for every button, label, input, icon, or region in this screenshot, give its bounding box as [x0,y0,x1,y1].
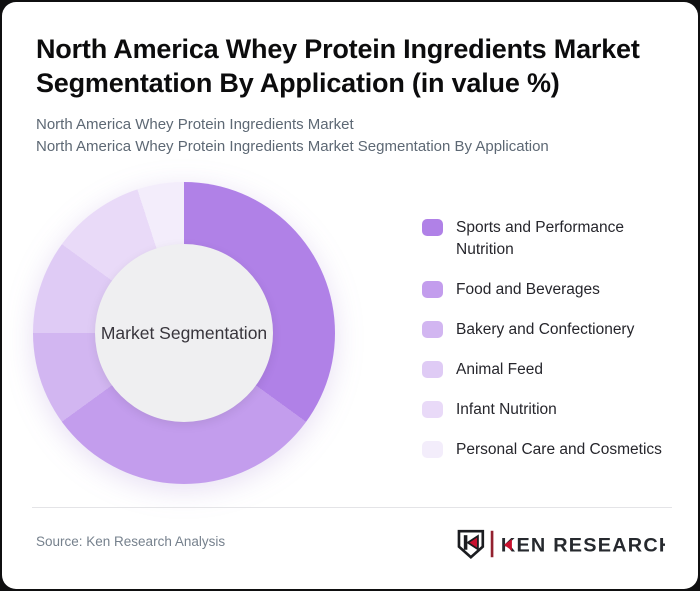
legend-swatch [422,281,443,298]
legend-item: Sports and Performance Nutrition [422,217,678,261]
legend-label: Food and Beverages [456,281,600,298]
logo-shield-k-stem [463,535,468,550]
legend-swatch [422,401,443,418]
page-title-line2: Segmentation By Application (in value %) [36,68,560,98]
logo-separator-bar [490,530,494,558]
page-title-line1: North America Whey Protein Ingredients M… [36,34,640,64]
donut-center-label: Market Segmentation [100,322,268,343]
legend-item: Infant Nutrition [422,399,678,421]
logo-wordmark-text: KEN RESEARCH [501,535,665,557]
source-note: Source: Ken Research Analysis [36,534,226,549]
legend-swatch [422,321,443,338]
legend-swatch [422,361,443,378]
ken-research-logo: KEN RESEARCH [457,529,665,559]
subtitle-line1: North America Whey Protein Ingredients M… [36,116,354,133]
legend-item: Bakery and Confectionery [422,319,678,341]
legend-label: Bakery and Confectionery [456,321,635,338]
legend-swatch [422,441,443,458]
legend-item: Animal Feed [422,359,678,381]
logo-shield-k-triangle [466,534,479,551]
legend-label: Infant Nutrition [456,401,557,418]
chart-legend: Sports and Performance Nutrition Food an… [422,217,678,479]
subtitle-line2: North America Whey Protein Ingredients M… [36,138,549,155]
logo-wordmark-k-triangle [503,539,512,551]
footer-divider [32,507,672,508]
legend-swatch [422,219,443,236]
legend-label: Animal Feed [456,361,544,378]
page-title: North America Whey Protein Ingredients M… [36,32,676,100]
legend-item: Food and Beverages [422,279,678,301]
donut-center-circle: Market Segmentation [95,244,273,422]
donut-ring: Market Segmentation [33,182,335,484]
legend-label: Personal Care and Cosmetics [456,441,662,458]
legend-label: Sports and Performance Nutrition [456,219,625,258]
subtitle-block: North America Whey Protein Ingredients M… [36,114,676,158]
legend-item: Personal Care and Cosmetics [422,439,678,461]
